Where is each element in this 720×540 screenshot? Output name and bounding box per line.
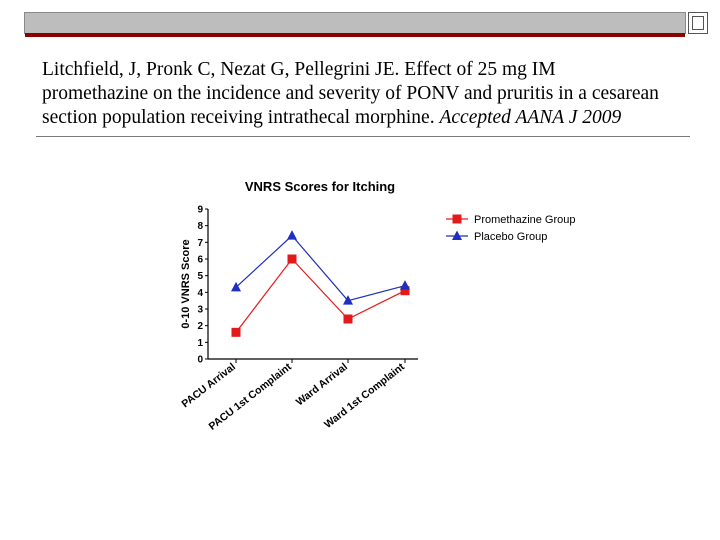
divider-rule (36, 136, 690, 137)
citation-line-1: Litchfield, J, Pronk C, Nezat G, Pellegr… (42, 59, 556, 80)
legend-label: Placebo Group (474, 231, 547, 243)
legend-triangle-icon (452, 230, 462, 240)
legend-square-icon (452, 214, 462, 224)
citation-line-2: promethazine on the incidence and severi… (42, 83, 659, 104)
accent-rule (25, 33, 685, 37)
title-band (24, 12, 686, 37)
chart-title: VNRS Scores for Itching (245, 179, 395, 194)
placebo-point (400, 280, 410, 290)
corner-square-icon (688, 12, 708, 34)
citation-text: Litchfield, J, Pronk C, Nezat G, Pellegr… (42, 58, 702, 130)
legend-label: Promethazine Group (474, 214, 576, 226)
placebo-point (287, 230, 297, 240)
y-tick-label: 5 (197, 271, 203, 282)
series-line-1 (235, 258, 406, 333)
series-line-2 (235, 234, 406, 302)
y-tick-label: 8 (197, 221, 203, 232)
y-tick-label: 6 (197, 255, 203, 266)
x-tick-label: Ward Arrival (294, 361, 350, 408)
citation-journal: Accepted AANA J 2009 (439, 107, 622, 128)
promethazine-point (231, 327, 241, 337)
placebo-point (231, 281, 241, 292)
placebo-point (343, 295, 353, 305)
y-tick-label: 9 (197, 205, 203, 216)
y-tick-label: 0 (197, 355, 203, 366)
citation-line-3-plain: section population receiving intrathecal… (42, 107, 435, 128)
x-tick-label: PACU Arrival (179, 361, 237, 410)
y-tick-label: 4 (197, 288, 203, 299)
promethazine-point (343, 314, 353, 324)
promethazine-point (400, 286, 410, 296)
y-axis-label: 0-10 VNRS Score (180, 239, 192, 328)
citation-line-3: section population receiving intrathecal… (42, 106, 702, 130)
promethazine-point (287, 254, 297, 264)
y-tick-label: 7 (197, 238, 203, 249)
y-tick-label: 2 (197, 321, 203, 332)
y-tick-label: 1 (197, 338, 203, 349)
y-tick-label: 3 (197, 305, 203, 316)
